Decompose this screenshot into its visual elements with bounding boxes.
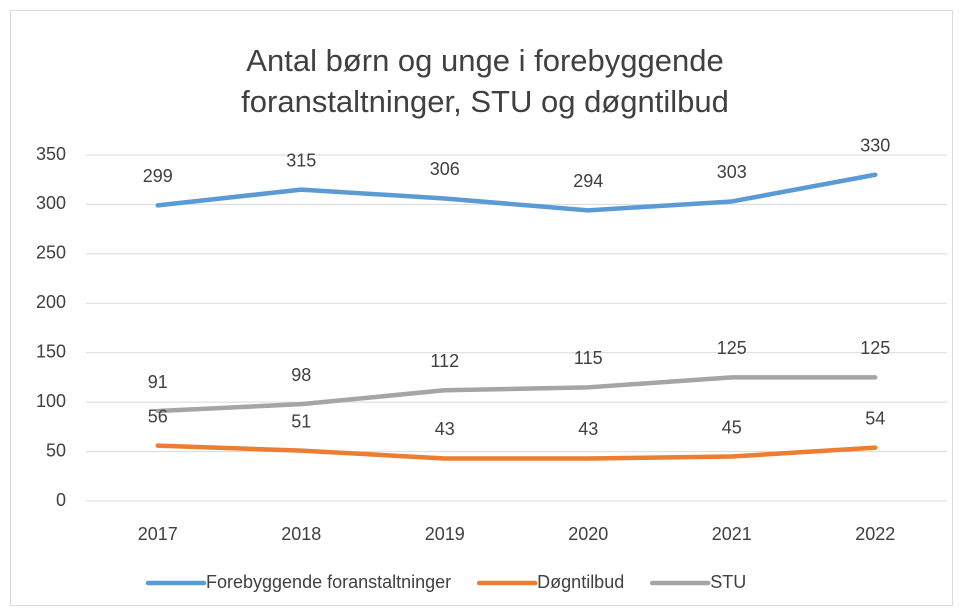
legend-label: STU <box>710 572 746 592</box>
x-tick-label: 2017 <box>138 524 178 544</box>
y-tick-label: 0 <box>56 490 66 510</box>
y-tick-label: 150 <box>36 341 66 361</box>
chart-title: Antal børn og unge i forebyggende <box>246 43 723 78</box>
series-line <box>155 375 878 414</box>
y-tick-label: 50 <box>46 440 66 460</box>
data-label: 98 <box>291 365 311 385</box>
chart-title: foranstaltninger, STU og døgntilbud <box>241 84 729 119</box>
data-label: 125 <box>860 338 890 358</box>
data-label: 315 <box>286 150 316 170</box>
data-label: 125 <box>717 338 747 358</box>
x-tick-label: 2020 <box>568 524 608 544</box>
data-label: 115 <box>574 348 603 368</box>
legend-label: Forebyggende foranstaltninger <box>206 572 451 592</box>
x-tick-label: 2018 <box>281 524 321 544</box>
y-tick-label: 250 <box>36 243 66 263</box>
data-label: 294 <box>573 171 603 191</box>
chart-border <box>10 10 953 606</box>
data-label: 45 <box>722 417 742 437</box>
data-label: 43 <box>578 419 598 439</box>
series-line <box>155 443 878 461</box>
data-label: 299 <box>143 166 173 186</box>
series-line <box>155 172 878 213</box>
data-label: 330 <box>860 136 890 156</box>
x-tick-label: 2021 <box>712 524 752 544</box>
data-label: 54 <box>865 408 885 428</box>
y-tick-label: 100 <box>36 391 66 411</box>
x-tick-label: 2022 <box>855 524 895 544</box>
data-label: 43 <box>435 419 455 439</box>
legend-label: Døgntilbud <box>537 572 624 592</box>
x-tick-label: 2019 <box>425 524 465 544</box>
data-label: 91 <box>148 372 168 392</box>
data-label: 306 <box>430 159 460 179</box>
data-label: 51 <box>291 411 311 431</box>
data-label: 303 <box>717 162 747 182</box>
y-tick-label: 200 <box>36 292 66 312</box>
y-tick-label: 300 <box>36 193 66 213</box>
data-label: 56 <box>148 406 168 426</box>
data-label: 112 <box>430 351 459 371</box>
y-tick-label: 350 <box>36 144 66 164</box>
